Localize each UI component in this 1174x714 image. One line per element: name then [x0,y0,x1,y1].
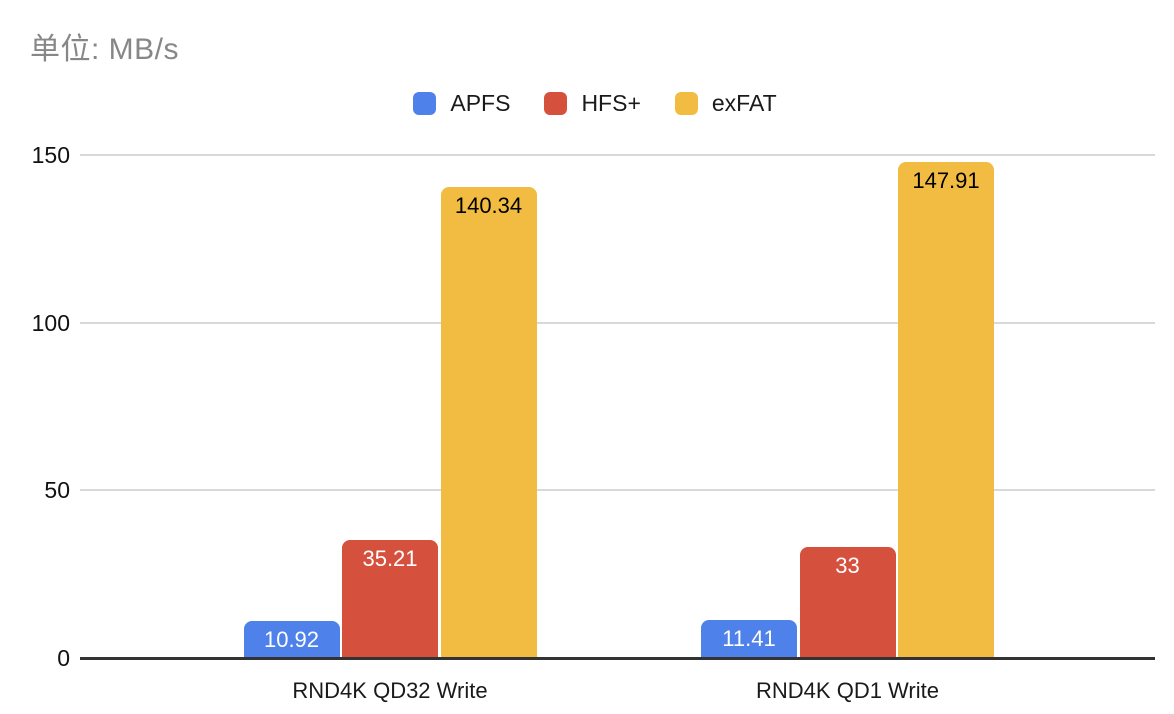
category-label-1: RND4K QD32 Write [292,678,488,703]
bar-value-label: 35.21 [362,545,418,571]
bar-hfs-1 [342,539,438,658]
legend-item-apfs: APFS [413,90,510,117]
legend-swatch-hfs [544,92,568,115]
legend-item-hfs: HFS+ [544,90,641,117]
legend-swatch-apfs [413,92,437,115]
bar-value-label: 147.91 [912,168,980,193]
legend-label-hfs: HFS+ [581,90,641,116]
bar-apfs-1 [243,621,340,658]
gridline-50 [80,489,1155,492]
category-label-2: RND4K QD1 Write [756,678,939,703]
legend-label-apfs: APFS [450,90,511,116]
legend-label-exfat: exFAT [711,90,777,116]
legend-swatch-exfat [674,92,698,115]
legend: APFS HFS+ exFAT [0,90,1174,117]
bar-value-label: 11.41 [722,625,776,651]
y-axis-tick-label: 0 [57,645,70,671]
y-axis-tick-label: 150 [31,142,70,168]
bar-apfs-2 [701,619,797,658]
bar-value-label: 10.92 [263,627,320,653]
y-axis-tick-label: 50 [44,477,70,504]
bar-value-label: 140.34 [454,193,523,219]
chart-title: 单位: MB/s [30,33,180,66]
legend-item-exfat: exFAT [674,90,777,117]
x-axis-line [80,657,1155,660]
bar-value-label: 33 [835,553,860,579]
bar-exfat-2 [898,162,994,658]
bar-exfat-1 [440,187,537,658]
gridline-150 [80,154,1155,156]
gridline-100 [80,321,1155,324]
y-axis-tick-label: 100 [31,309,70,336]
bar-hfs-2 [799,547,896,658]
